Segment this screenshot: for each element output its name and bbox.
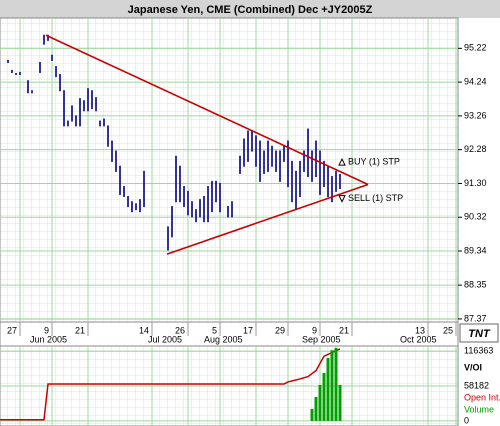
annotation: BUY (1) STP	[348, 156, 400, 166]
month-label: Jun 2005	[30, 334, 67, 344]
x-tick-label: 9	[44, 325, 49, 335]
month-label: Sep 2005	[302, 334, 341, 344]
y-tick-label: 92.28	[464, 144, 487, 154]
y-tick-label: 93.26	[464, 110, 487, 120]
order-marker	[338, 195, 346, 203]
chart-title: Japanese Yen, CME (Combined) Dec +JY2005…	[128, 4, 373, 16]
x-tick-label: 5	[212, 325, 217, 335]
y-tick-label: 90.32	[464, 212, 487, 222]
annotation: SELL (1) STP	[348, 193, 403, 203]
volume-bar	[338, 384, 342, 421]
month-label: Oct 2005	[400, 334, 437, 344]
x-tick-label: 14	[139, 325, 149, 335]
y-label: V/OI	[464, 362, 482, 372]
volume-bar	[318, 384, 322, 421]
x-tick-label: 17	[243, 325, 253, 335]
y-tick-label: 87.37	[464, 313, 487, 323]
x-tick-label: 25	[443, 325, 453, 335]
y-tick-label: 116363	[464, 346, 493, 356]
y-tick-label: 94.24	[464, 76, 487, 86]
y-tick-label: 89.34	[464, 245, 487, 255]
legend-label: Open Int.	[464, 392, 500, 402]
y-tick-label: 0	[464, 415, 469, 425]
x-tick-label: 27	[7, 325, 17, 335]
x-tick-label: 29	[275, 325, 285, 335]
y-tick-label: 58182	[464, 380, 489, 390]
logo-box	[459, 323, 499, 343]
volume-bar	[334, 347, 338, 421]
title-bar	[0, 0, 500, 18]
y-tick-label: 95.22	[464, 43, 487, 53]
volume-bar	[330, 350, 334, 421]
x-tick-label: 13	[415, 325, 425, 335]
volume-bar	[314, 396, 318, 421]
trend-line	[45, 34, 369, 186]
order-marker	[338, 157, 346, 166]
logo: TNT	[468, 328, 491, 340]
y-tick-label: 91.30	[464, 178, 487, 188]
price-panel	[0, 17, 459, 323]
trend-line	[166, 183, 369, 255]
legend-label: Volume	[464, 404, 494, 414]
volume-bar	[326, 357, 330, 421]
x-tick-label: 9	[312, 325, 317, 335]
y-tick-label: 88.35	[464, 279, 487, 289]
open-interest-line	[0, 348, 341, 421]
x-tick-label: 26	[175, 325, 185, 335]
x-tick-label: 21	[75, 325, 85, 335]
x-tick-label: 21	[339, 325, 349, 335]
volume-bar	[322, 372, 326, 421]
volume-bar	[310, 408, 314, 421]
month-label: Jul 2005	[148, 334, 182, 344]
month-label: Aug 2005	[204, 334, 243, 344]
